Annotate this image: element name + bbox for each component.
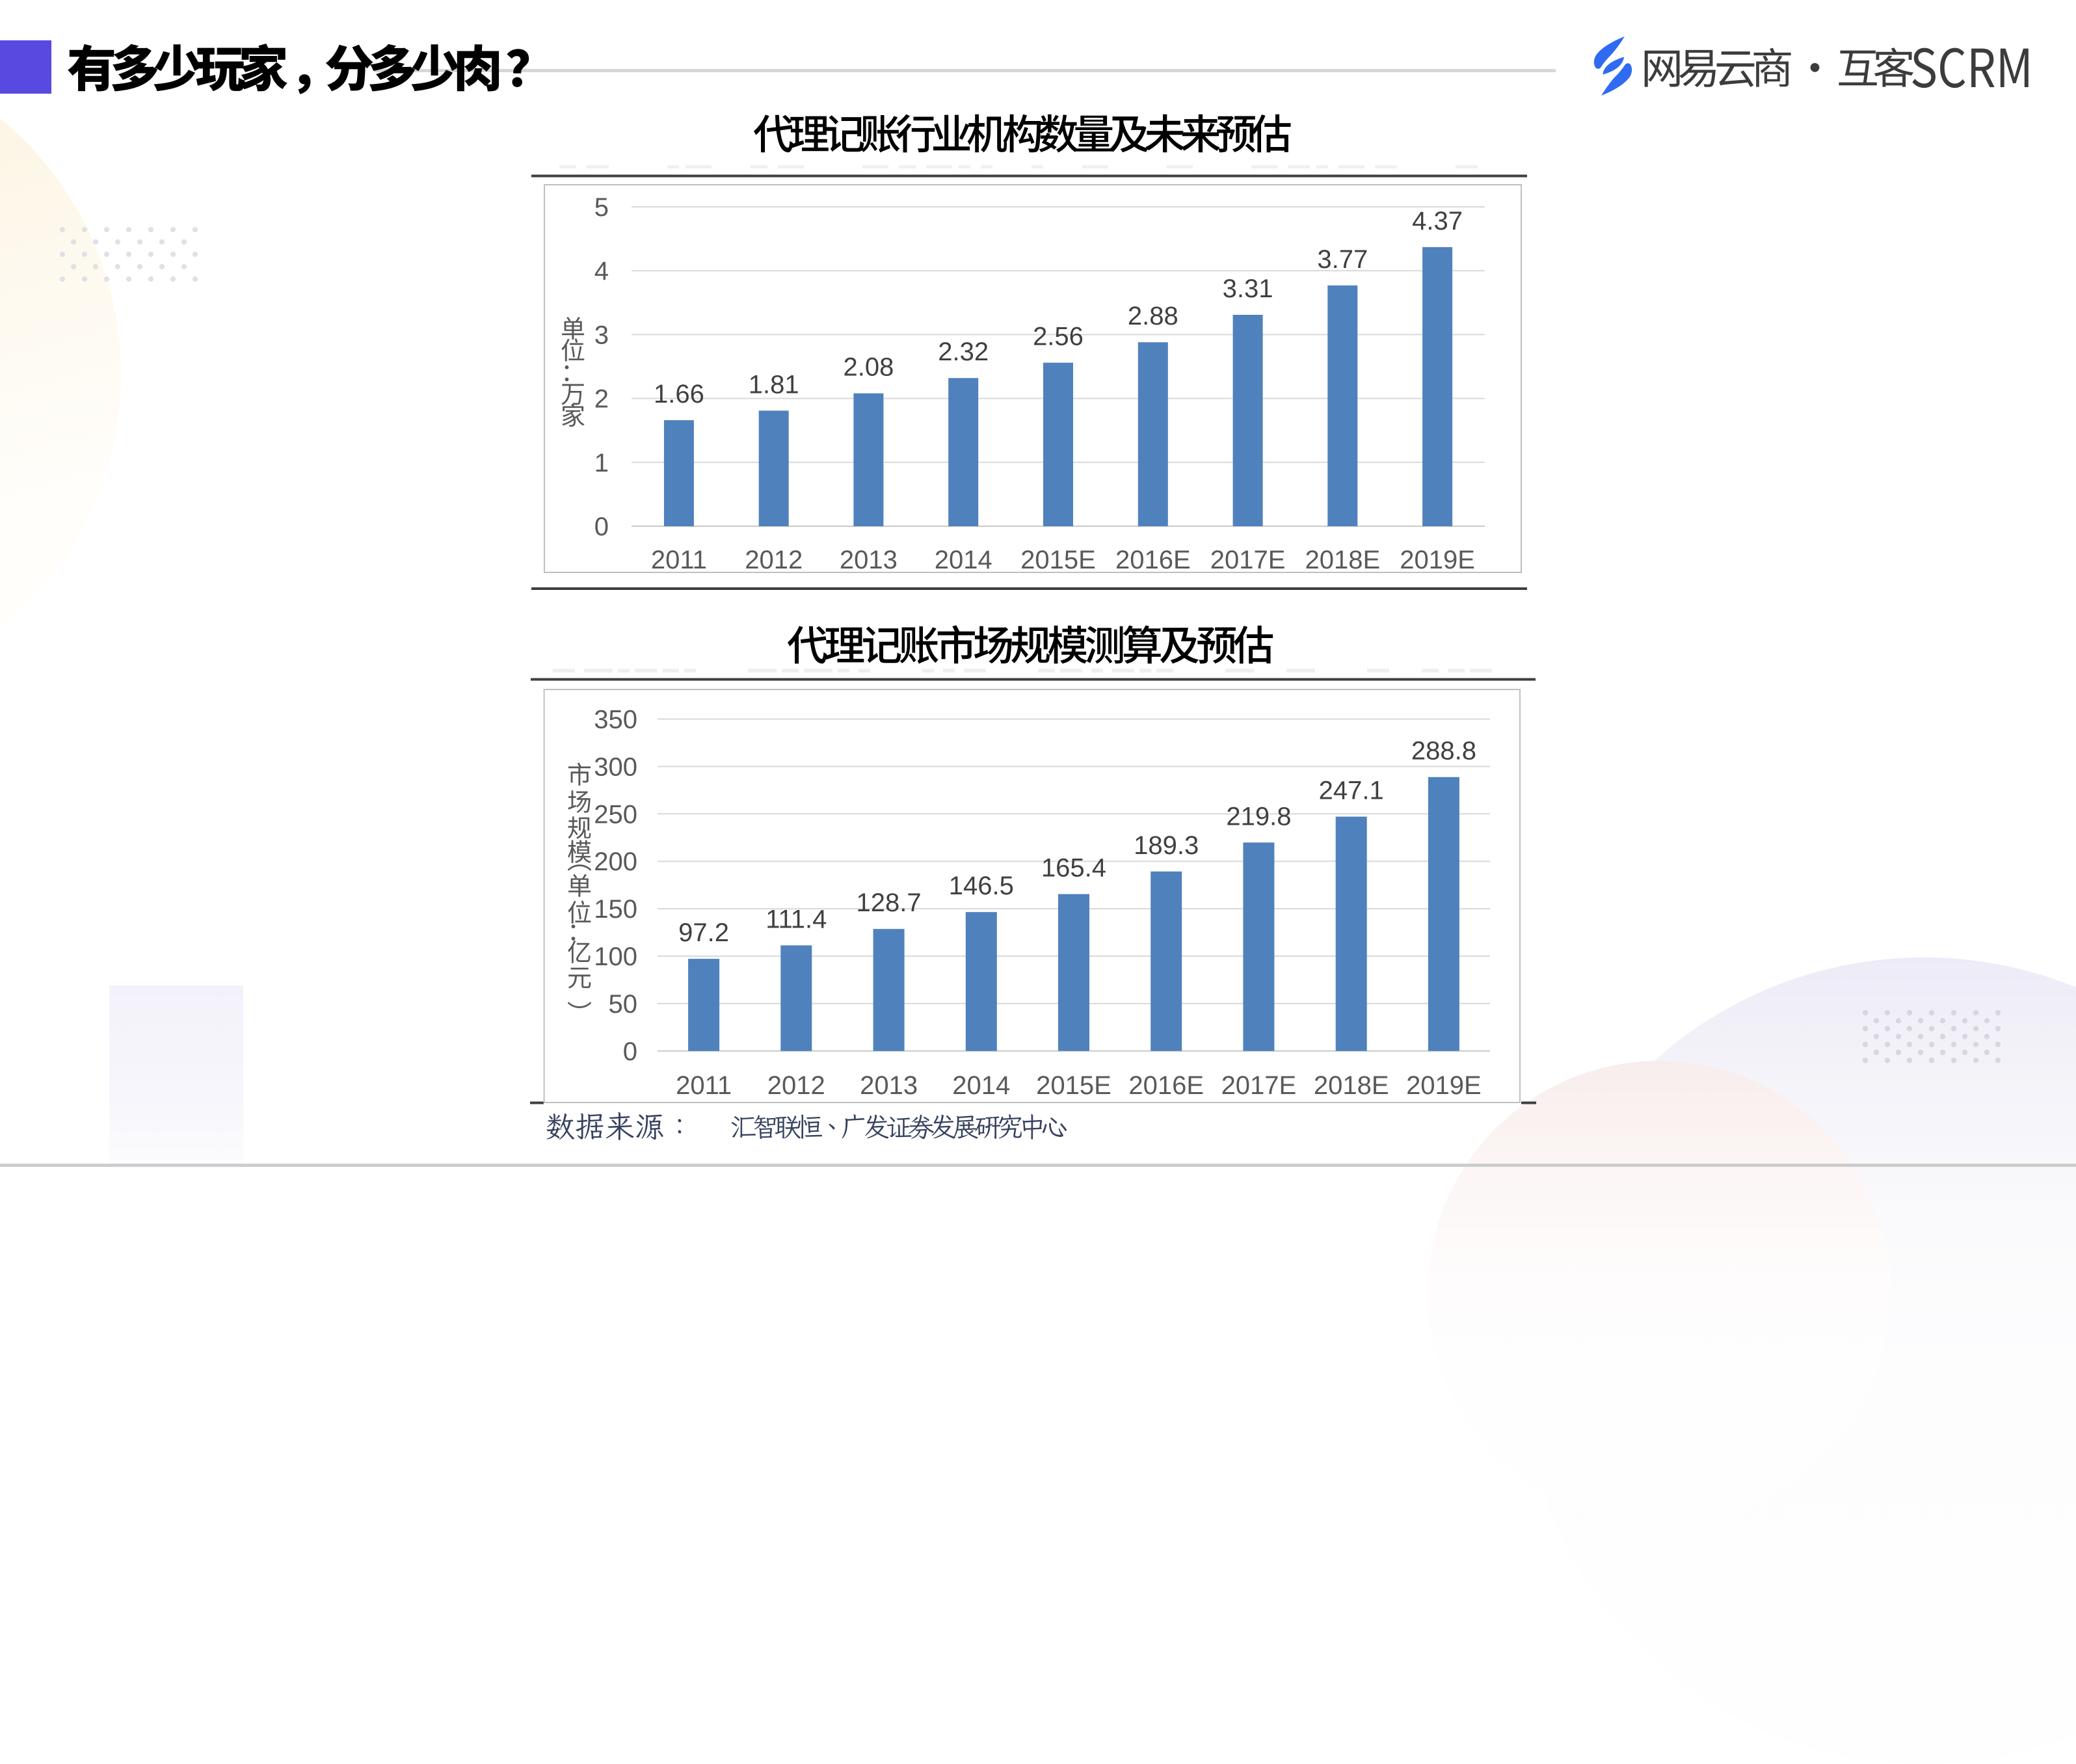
svg-text:146.5: 146.5 bbox=[949, 872, 1014, 900]
svg-text:2014: 2014 bbox=[952, 1071, 1010, 1100]
svg-text:1.81: 1.81 bbox=[749, 370, 799, 399]
svg-text:2018E: 2018E bbox=[1314, 1071, 1389, 1100]
svg-text:189.3: 189.3 bbox=[1134, 831, 1199, 860]
svg-text:3: 3 bbox=[594, 321, 609, 349]
svg-text:111.4: 111.4 bbox=[765, 905, 827, 933]
svg-text:0: 0 bbox=[594, 513, 609, 541]
svg-text:2.08: 2.08 bbox=[843, 353, 894, 382]
svg-text:5: 5 bbox=[594, 193, 609, 222]
svg-text:3.77: 3.77 bbox=[1317, 245, 1368, 274]
svg-text:247.1: 247.1 bbox=[1319, 777, 1384, 805]
svg-text:2016E: 2016E bbox=[1115, 546, 1191, 574]
svg-text:2017E: 2017E bbox=[1221, 1071, 1297, 1100]
svg-text:219.8: 219.8 bbox=[1226, 802, 1291, 831]
svg-text:2.32: 2.32 bbox=[938, 338, 989, 366]
svg-text:165.4: 165.4 bbox=[1041, 854, 1106, 883]
svg-text:150: 150 bbox=[594, 895, 637, 924]
svg-text:2011: 2011 bbox=[676, 1071, 732, 1100]
svg-text:2019E: 2019E bbox=[1400, 546, 1475, 574]
svg-text:200: 200 bbox=[594, 848, 637, 876]
svg-text:2014: 2014 bbox=[935, 546, 992, 574]
svg-text:250: 250 bbox=[594, 800, 637, 829]
svg-text:350: 350 bbox=[594, 706, 637, 734]
svg-text:3.31: 3.31 bbox=[1223, 274, 1273, 303]
svg-text:4: 4 bbox=[594, 257, 609, 286]
svg-text:50: 50 bbox=[609, 990, 638, 1019]
svg-text:2019E: 2019E bbox=[1406, 1071, 1482, 1100]
svg-text:2015E: 2015E bbox=[1020, 546, 1096, 574]
svg-text:1: 1 bbox=[594, 449, 609, 477]
svg-text:2.88: 2.88 bbox=[1128, 302, 1178, 330]
svg-text:4.37: 4.37 bbox=[1412, 207, 1463, 235]
svg-text:2012: 2012 bbox=[745, 546, 803, 574]
svg-text:100: 100 bbox=[594, 942, 637, 971]
svg-text:2013: 2013 bbox=[860, 1071, 918, 1100]
svg-text:97.2: 97.2 bbox=[678, 918, 729, 947]
svg-text:0: 0 bbox=[623, 1037, 637, 1066]
svg-text:2.56: 2.56 bbox=[1033, 323, 1084, 351]
svg-text:2016E: 2016E bbox=[1128, 1071, 1204, 1100]
svg-text:2012: 2012 bbox=[767, 1071, 825, 1100]
svg-text:2011: 2011 bbox=[651, 546, 707, 574]
svg-text:2015E: 2015E bbox=[1036, 1071, 1111, 1100]
svg-text:288.8: 288.8 bbox=[1411, 737, 1476, 766]
svg-text:2: 2 bbox=[594, 385, 609, 414]
svg-text:2013: 2013 bbox=[840, 546, 898, 574]
svg-text:128.7: 128.7 bbox=[857, 889, 922, 917]
svg-text:300: 300 bbox=[594, 753, 637, 781]
svg-text:1.66: 1.66 bbox=[654, 380, 704, 408]
svg-text:2018E: 2018E bbox=[1305, 546, 1380, 574]
svg-text:2017E: 2017E bbox=[1210, 546, 1286, 574]
